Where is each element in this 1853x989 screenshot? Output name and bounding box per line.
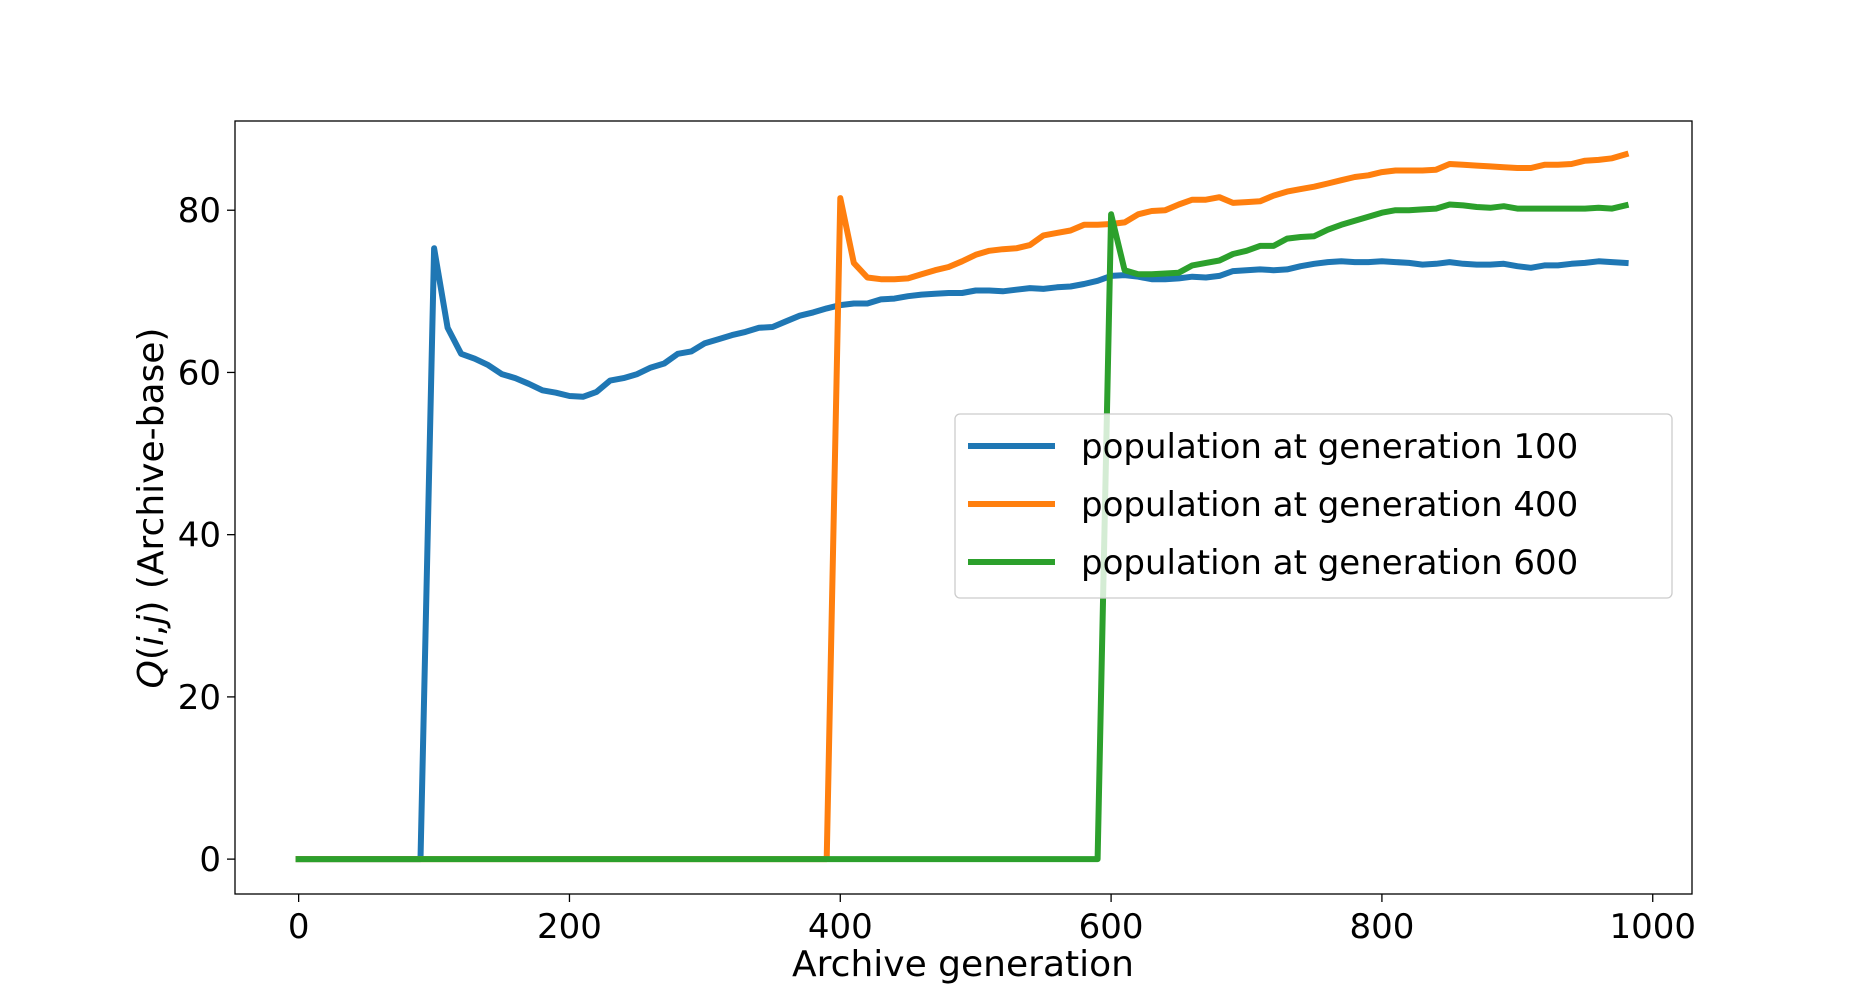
y-axis-label-open-paren: ( (131, 646, 172, 660)
series-line-2 (295, 201, 1630, 863)
x-axis-label: Archive generation (792, 944, 1134, 985)
y-axis-ticks: 0 20 40 60 80 (178, 191, 235, 880)
y-axis-label-i: i (131, 636, 172, 646)
legend-box (954, 413, 1673, 599)
x-tick-label: 800 (1349, 907, 1414, 947)
series-line-0 (295, 245, 1629, 863)
y-axis-label-suffix: (Archive-base) (131, 328, 172, 601)
plot-frame (234, 120, 1693, 895)
y-tick-label: 80 (178, 191, 221, 231)
series-layer (295, 150, 1630, 863)
legend: population at generation 100 population … (954, 413, 1673, 599)
y-tick-label: 20 (178, 678, 221, 718)
y-tick-label: 40 (178, 516, 221, 556)
y-axis-label-q: Q (131, 660, 172, 688)
x-tick-label: 200 (537, 907, 602, 947)
x-tick-label: 0 (288, 907, 310, 947)
y-tick-label: 0 (199, 840, 221, 880)
y-tick-label: 60 (178, 353, 221, 393)
y-axis-label: Q(i,j) (Archive-base) (131, 328, 172, 689)
x-tick-label: 600 (1079, 907, 1144, 947)
x-tick-label: 1000 (1609, 907, 1696, 947)
legend-label-gen100: population at generation 100 (1081, 427, 1578, 467)
y-axis-label-comma: , (131, 625, 172, 636)
x-axis-ticks: 0 200 400 600 800 1000 (288, 894, 1696, 947)
x-tick-label: 400 (808, 907, 873, 947)
legend-label-gen400: population at generation 400 (1081, 485, 1578, 525)
series-line-1 (295, 150, 1630, 863)
legend-label-gen600: population at generation 600 (1081, 543, 1578, 583)
y-axis-label-close-paren: ) (131, 601, 172, 615)
